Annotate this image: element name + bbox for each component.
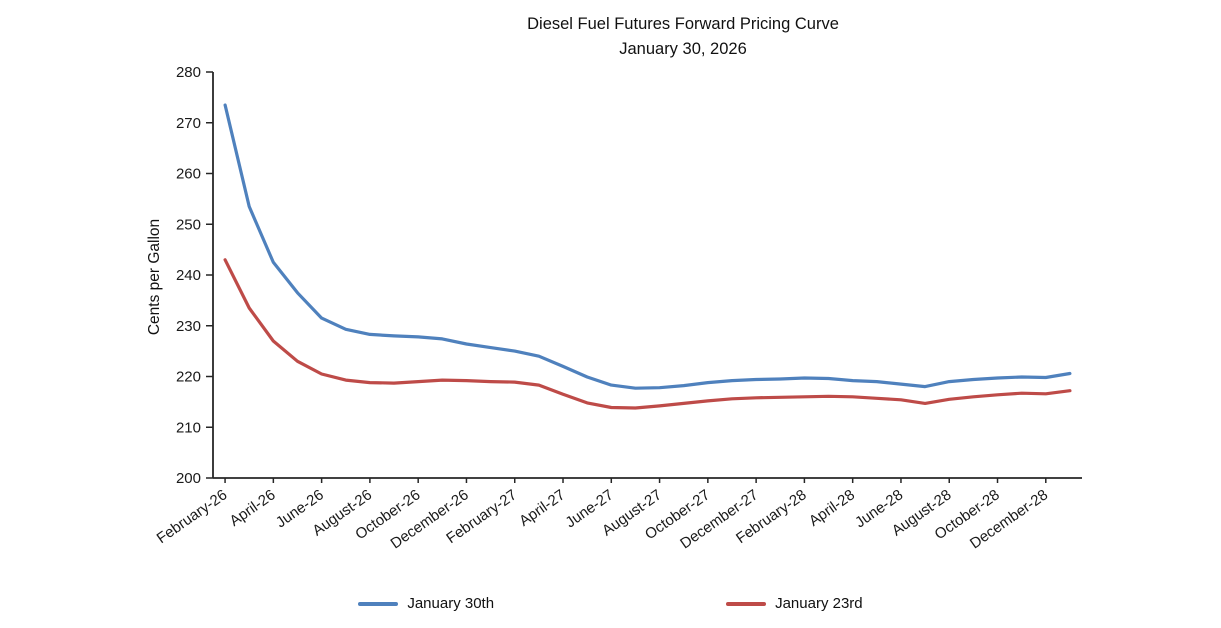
legend-label: January 30th xyxy=(407,595,495,612)
y-tick-label: 280 xyxy=(176,64,201,81)
y-tick-label: 220 xyxy=(176,369,201,386)
chart-title: Diesel Fuel Futures Forward Pricing Curv… xyxy=(527,15,839,33)
legend-swatch xyxy=(726,601,767,606)
series-line-january-30th xyxy=(223,103,1072,390)
y-tick-label: 230 xyxy=(176,318,201,335)
x-tick-label: February-26 xyxy=(154,486,231,547)
y-tick-label: 200 xyxy=(176,470,201,487)
legend-item: January 23rd xyxy=(726,595,863,612)
y-tick-label: 250 xyxy=(176,216,201,233)
chart-legend: January 30th January 23rd xyxy=(0,595,1221,612)
y-tick-label: 260 xyxy=(176,166,201,183)
legend-label: January 23rd xyxy=(775,595,863,612)
chart-subtitle: January 30, 2026 xyxy=(619,40,747,58)
y-tick-label: 210 xyxy=(176,419,201,436)
legend-swatch xyxy=(358,601,399,606)
x-tick-label: April-26 xyxy=(227,486,279,530)
chart-title-block: Diesel Fuel Futures Forward Pricing Curv… xyxy=(150,12,1216,62)
y-tick-label: 270 xyxy=(176,115,201,132)
series-line-january-23rd xyxy=(223,258,1072,410)
legend-item: January 30th xyxy=(358,595,494,612)
y-tick-label: 240 xyxy=(176,267,201,284)
x-tick-label: April-27 xyxy=(516,486,568,530)
x-tick-label: April-28 xyxy=(806,486,858,530)
